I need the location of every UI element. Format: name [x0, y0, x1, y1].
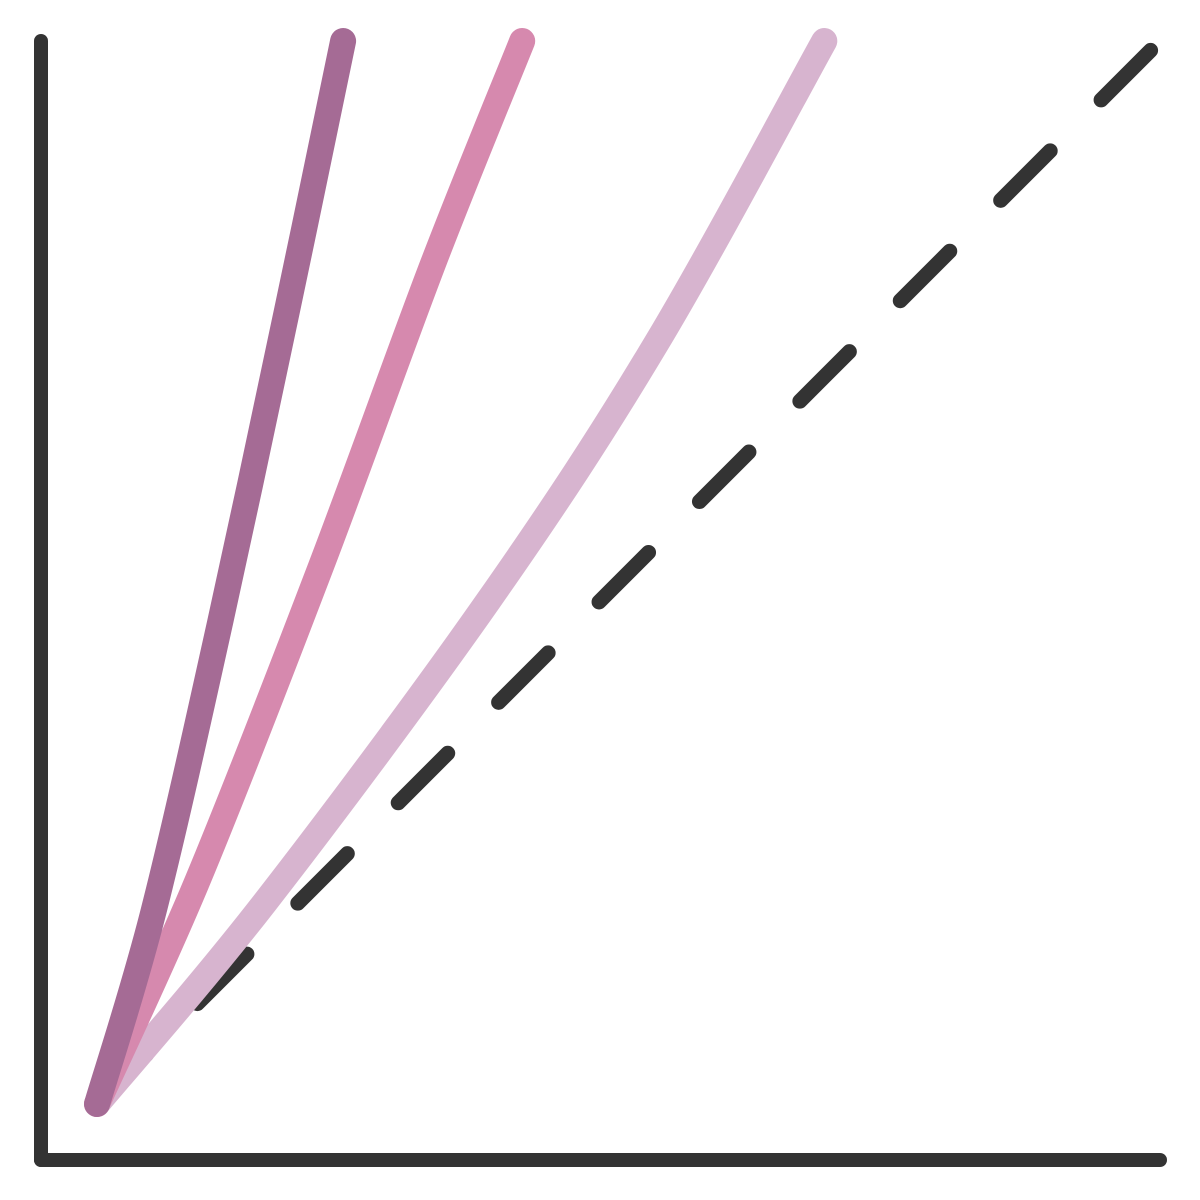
series-line-3	[84, 28, 357, 1117]
series-line-2	[84, 28, 536, 1117]
reference-line-dashed	[89, 33, 1168, 1112]
series-layer	[84, 28, 1168, 1117]
series-line-1	[84, 28, 838, 1117]
